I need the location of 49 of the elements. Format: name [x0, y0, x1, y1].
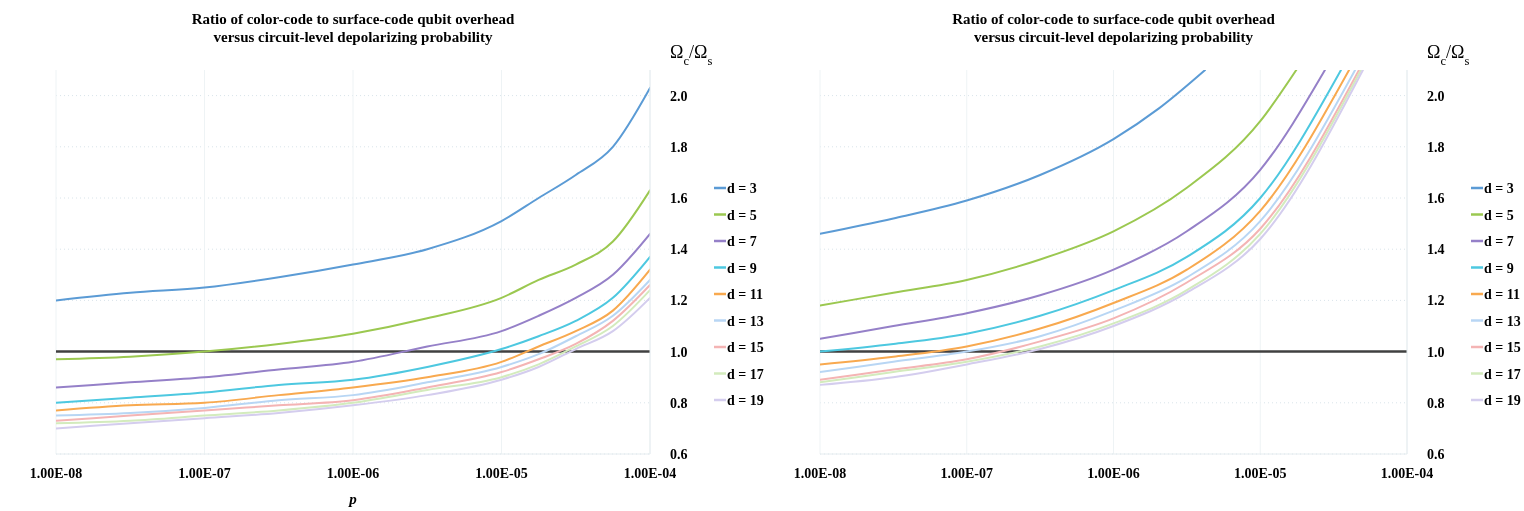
y-tick-label: 0.8 — [1427, 395, 1445, 411]
x-tick-label: 1.00E-08 — [29, 466, 83, 481]
x-tick-label: 1.00E-04 — [1380, 466, 1434, 481]
legend-label: d = 3 — [727, 181, 757, 196]
chart-title: Ratio of color-code to surface-code qubit overhead versus circuit-level depolarizing probability — [191, 11, 516, 45]
y-tick-label: 1.4 — [1427, 242, 1445, 258]
x-tick-label: 1.00E-05 — [1234, 466, 1287, 481]
x-tick-label: 1.00E-07 — [940, 466, 993, 481]
legend-label: d = 9 — [727, 260, 757, 276]
legend-label: d = 13 — [1484, 313, 1521, 329]
legend-label: d = 13 — [727, 313, 764, 329]
x-tick-label: 1.00E-05 — [475, 466, 528, 481]
x-tick-label: 1.00E-06 — [326, 466, 380, 481]
y-tick-label: 0.6 — [1427, 447, 1445, 462]
legend-label: d = 7 — [727, 234, 757, 249]
legend-label: d = 5 — [727, 207, 757, 223]
y-axis-title: Ω$_{c}$/Ω$_{s}$ — [1427, 42, 1470, 68]
legend-label: d = 9 — [1484, 260, 1514, 276]
y-tick-label: 1.0 — [1427, 344, 1445, 360]
legend-label: d = 17 — [1484, 366, 1521, 382]
x-tick-label: 1.00E-04 — [623, 466, 677, 481]
x-tick-label: 1.00E-06 — [1087, 466, 1140, 481]
y-axis-title: Ω$_{c}$/Ω$_{s}$ — [670, 42, 713, 68]
x-tick-label: 1.00E-07 — [178, 466, 231, 481]
y-tick-label: 0.8 — [670, 395, 688, 411]
legend-label: d = 15 — [1484, 340, 1521, 355]
y-tick-label: 0.6 — [670, 447, 688, 462]
legend-label: d = 7 — [1484, 234, 1514, 249]
y-tick-label: 1.8 — [670, 139, 688, 155]
legend-label: d = 15 — [727, 340, 764, 355]
chart-title: Ratio of color-code to surface-code qubit overhead versus circuit-level depolarizing probability — [952, 11, 1276, 45]
y-tick-label: 2.0 — [1427, 88, 1445, 104]
x-axis-title: p — [347, 491, 358, 507]
y-tick-label: 1.8 — [1427, 139, 1445, 155]
y-tick-label: 1.6 — [1427, 191, 1445, 206]
x-tick-label: 1.00E-08 — [793, 466, 847, 481]
y-tick-label: 1.2 — [670, 293, 688, 309]
y-tick-label: 1.0 — [670, 344, 688, 360]
legend-label: d = 19 — [1484, 393, 1521, 408]
legend-label: d = 11 — [727, 287, 763, 302]
legend-label: d = 5 — [1484, 207, 1514, 223]
y-tick-label: 1.2 — [1427, 293, 1445, 309]
y-tick-label: 2.0 — [670, 88, 688, 104]
legend-label: d = 17 — [727, 366, 764, 382]
legend-label: d = 11 — [1484, 287, 1520, 302]
y-tick-label: 1.6 — [670, 191, 688, 206]
legend-label: d = 19 — [727, 393, 764, 408]
y-tick-label: 1.4 — [670, 242, 688, 258]
legend-label: d = 3 — [1484, 181, 1514, 196]
